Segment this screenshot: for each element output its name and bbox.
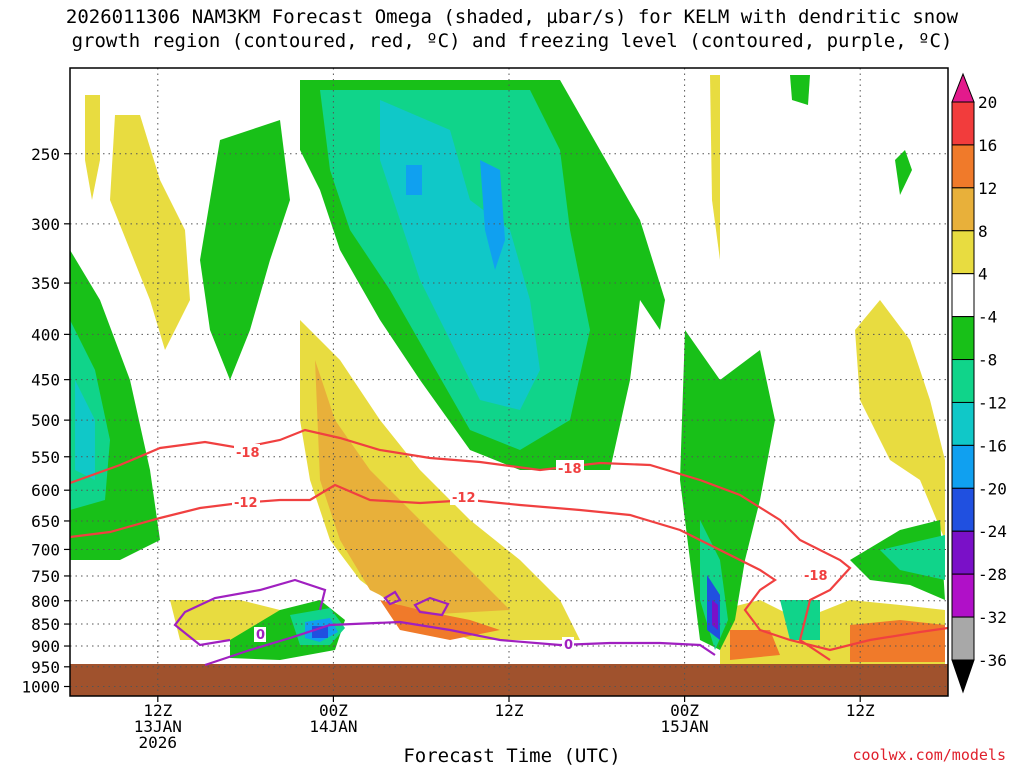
chart-title-line-1: 2026011306 NAM3KM Forecast Omega (shaded… <box>65 6 959 28</box>
omega-positive-area <box>315 360 510 615</box>
colorbar-swatch <box>951 573 975 618</box>
y-tick-label: 750 <box>31 567 60 586</box>
x-tick-label: 12Z <box>143 701 172 720</box>
y-tick-label: 300 <box>31 215 60 234</box>
omega-negative-area <box>712 600 718 630</box>
omega-shading <box>70 75 945 665</box>
grid-lines <box>70 68 948 696</box>
y-tick-label: 600 <box>31 481 60 500</box>
y-tick-label: 350 <box>31 274 60 293</box>
contour-line-freezing <box>173 578 327 647</box>
colorbar-swatch <box>951 616 975 661</box>
credit-text: coolwx.com/models <box>852 746 1006 764</box>
y-tick-label: 400 <box>31 325 60 344</box>
colorbar-label: 16 <box>978 136 997 155</box>
y-tick-label: 800 <box>31 592 60 611</box>
colorbar-swatch <box>951 101 975 146</box>
contour-label: 0 <box>564 638 573 653</box>
x-tick-label: 15JAN <box>661 717 709 736</box>
y-tick-label: 900 <box>31 637 60 656</box>
contour-label: -12 <box>452 491 476 506</box>
colorbar-label: -24 <box>978 522 1007 541</box>
colorbar: 20 16 12 8 4 -4 -8 -12 -16 -20 -24 -28 -32 -36 <box>951 72 1007 694</box>
colorbar-swatch <box>951 230 975 275</box>
omega-negative-area <box>880 535 945 580</box>
colorbar-swatch <box>951 144 975 189</box>
omega-positive-area <box>710 75 720 260</box>
omega-positive-area <box>850 620 945 662</box>
y-tick-label: 250 <box>31 145 60 164</box>
colorbar-bottom-arrow <box>951 659 975 694</box>
contour-label: -18 <box>558 462 582 477</box>
colorbar-swatch <box>951 401 975 446</box>
colorbar-label: 12 <box>978 179 997 198</box>
colorbar-swatch <box>951 530 975 575</box>
y-tick-label: 1000 <box>21 678 60 697</box>
colorbar-label: -12 <box>978 393 1007 412</box>
colorbar-top-arrow <box>951 72 975 103</box>
omega-positive-area <box>730 630 780 660</box>
omega-negative-area <box>406 165 422 195</box>
colorbar-label: 20 <box>978 93 997 112</box>
omega-positive-area <box>380 600 500 640</box>
colorbar-label: 4 <box>978 265 988 284</box>
y-tick-label: 650 <box>31 512 60 531</box>
y-tick-label: 950 <box>31 658 60 677</box>
y-tick-label: 500 <box>31 411 60 430</box>
colorbar-label: -28 <box>978 565 1007 584</box>
colorbar-label: -36 <box>978 651 1007 670</box>
colorbar-label: -4 <box>978 308 997 327</box>
y-axis: 250 300 350 400 450 500 550 600 650 700 750 800 850 9… <box>21 145 70 697</box>
omega-positive-area <box>85 95 100 200</box>
contour-line-freezing <box>204 620 716 667</box>
contour-label: 0 <box>256 628 265 643</box>
colorbar-swatch <box>951 487 975 532</box>
contour-label: -18 <box>804 569 828 584</box>
contour-label: -12 <box>234 496 258 511</box>
contour-labels: -18 -18 -18 -12 -12 0 0 <box>232 444 830 653</box>
omega-negative-area <box>780 600 820 640</box>
omega-negative-area <box>480 160 505 270</box>
colorbar-label: 8 <box>978 222 988 241</box>
x-tick-label: 13JAN <box>134 717 182 736</box>
colorbar-label: -16 <box>978 436 1007 455</box>
x-tick-label: 12Z <box>846 701 875 720</box>
omega-negative-area <box>790 75 810 105</box>
y-tick-label: 700 <box>31 540 60 559</box>
x-tick-label: 00Z <box>670 701 699 720</box>
contour-line-freezing <box>383 590 402 606</box>
colorbar-swatch <box>951 444 975 489</box>
contour-line-freezing <box>413 596 450 617</box>
omega-negative-area <box>895 150 912 195</box>
x-tick-label: 2026 <box>139 733 178 752</box>
omega-negative-area <box>75 380 95 480</box>
omega-positive-area <box>855 300 945 540</box>
x-axis-title: Forecast Time (UTC) <box>403 745 621 767</box>
colorbar-label: -8 <box>978 351 997 370</box>
x-tick-label: 00Z <box>319 701 348 720</box>
colorbar-swatch <box>951 359 975 403</box>
colorbar-swatch <box>951 273 975 318</box>
omega-negative-area <box>200 120 290 380</box>
y-tick-label: 850 <box>31 615 60 634</box>
colorbar-label: -20 <box>978 479 1007 498</box>
y-tick-label: 550 <box>31 448 60 467</box>
colorbar-swatch <box>951 187 975 232</box>
x-tick-label: 14JAN <box>309 717 357 736</box>
x-tick-label: 12Z <box>495 701 524 720</box>
omega-positive-area <box>110 115 190 350</box>
colorbar-swatch <box>951 316 975 361</box>
y-tick-label: 450 <box>31 371 60 390</box>
colorbar-label: -32 <box>978 608 1007 627</box>
chart-title-line-2: growth region (contoured, red, ºC) and f… <box>71 30 953 52</box>
contour-label: -18 <box>236 446 260 461</box>
